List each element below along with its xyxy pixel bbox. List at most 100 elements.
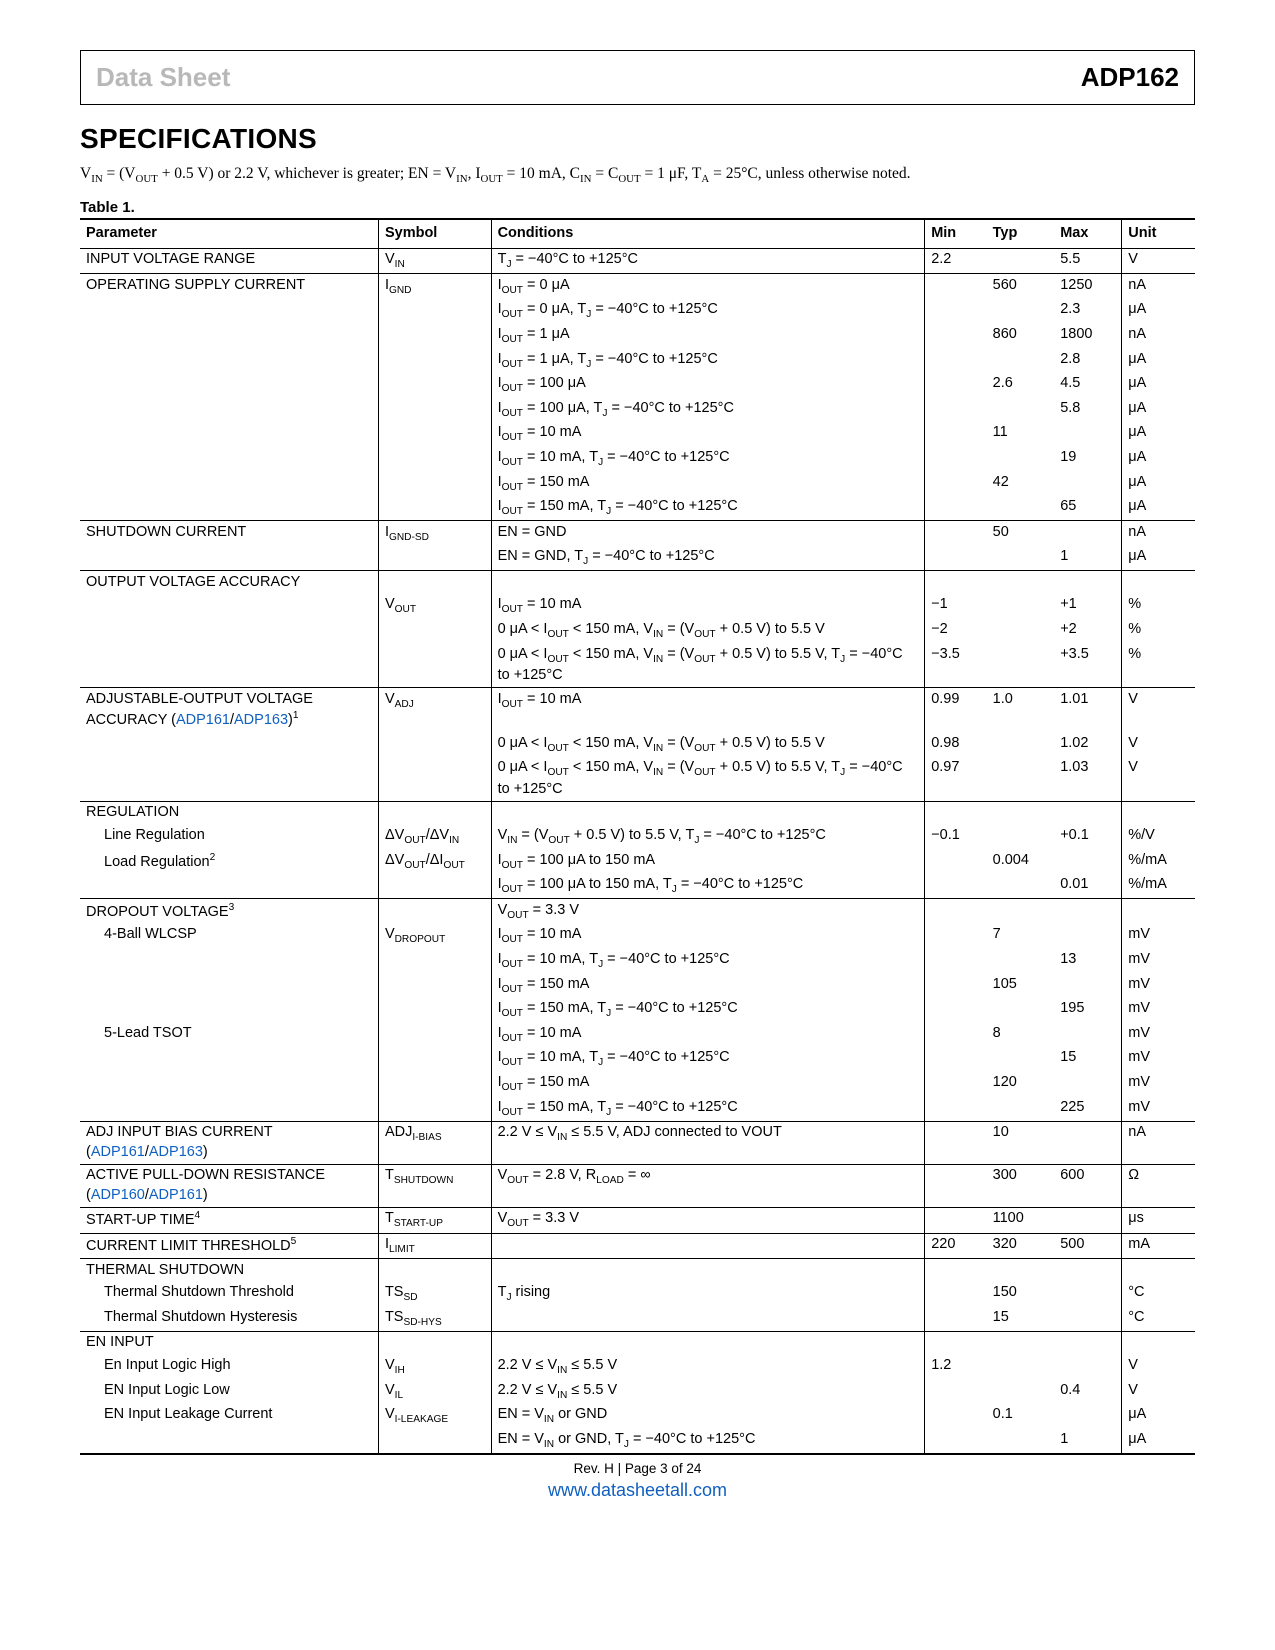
cell-max: 225 (1054, 1096, 1122, 1121)
table-row: 0 μA < IOUT < 150 mA, VIN = (VOUT + 0.5 … (80, 757, 1195, 802)
cell-min (925, 899, 987, 924)
cell-unit: μA (1122, 446, 1195, 471)
cell-max (1054, 1207, 1122, 1233)
cell-unit: Ω (1122, 1164, 1195, 1207)
cell-conditions (491, 1259, 925, 1282)
table-row: EN INPUT (80, 1331, 1195, 1354)
cell-typ: 42 (987, 471, 1055, 496)
cell-unit (1122, 801, 1195, 824)
cell-typ: 320 (987, 1233, 1055, 1259)
cell-min (925, 521, 987, 546)
cell-max: +3.5 (1054, 643, 1122, 688)
cell-max (1054, 849, 1122, 874)
cell-max (1054, 1306, 1122, 1331)
cell-conditions: IOUT = 1 μA (491, 323, 925, 348)
cell-unit: % (1122, 643, 1195, 688)
footer-revision: Rev. H | Page 3 of 24 (80, 1461, 1195, 1476)
cell-parameter (80, 732, 378, 757)
cell-unit: V (1122, 1354, 1195, 1379)
cell-symbol: VADJ (378, 688, 491, 732)
cell-conditions: 2.2 V ≤ VIN ≤ 5.5 V (491, 1354, 925, 1379)
cell-unit: %/mA (1122, 874, 1195, 899)
table-row: ADJUSTABLE-OUTPUT VOLTAGE ACCURACY (ADP1… (80, 688, 1195, 732)
cell-symbol: IGND-SD (378, 521, 491, 546)
cell-unit: mV (1122, 1047, 1195, 1072)
cell-max: 195 (1054, 998, 1122, 1023)
table-row: REGULATION (80, 801, 1195, 824)
cell-typ: 50 (987, 521, 1055, 546)
cell-max: 13 (1054, 949, 1122, 974)
cell-conditions: IOUT = 10 mA, TJ = −40°C to +125°C (491, 446, 925, 471)
cell-parameter (80, 348, 378, 373)
cell-parameter: 4-Ball WLCSP (80, 924, 378, 949)
cell-min (925, 998, 987, 1023)
col-max: Max (1054, 219, 1122, 248)
cell-symbol (378, 299, 491, 324)
cell-parameter: ACTIVE PULL-DOWN RESISTANCE (ADP160/ADP1… (80, 1164, 378, 1207)
cell-symbol (378, 446, 491, 471)
footer-url[interactable]: www.datasheetall.com (80, 1480, 1195, 1501)
cell-symbol (378, 801, 491, 824)
cell-symbol: VIL (378, 1379, 491, 1404)
cell-unit: μA (1122, 1404, 1195, 1429)
cell-max (1054, 422, 1122, 447)
cell-unit: nA (1122, 323, 1195, 348)
cell-unit: μA (1122, 496, 1195, 521)
cell-max (1054, 521, 1122, 546)
cell-min (925, 1096, 987, 1121)
cell-symbol: IGND (378, 274, 491, 299)
cell-min: 2.2 (925, 248, 987, 274)
cell-unit: mV (1122, 1022, 1195, 1047)
cell-max: 1 (1054, 546, 1122, 571)
cell-max (1054, 471, 1122, 496)
cell-typ: 1100 (987, 1207, 1055, 1233)
cell-min: −3.5 (925, 643, 987, 688)
cell-unit: %/V (1122, 825, 1195, 850)
cell-min: 0.97 (925, 757, 987, 802)
cell-symbol: VIN (378, 248, 491, 274)
cell-unit: °C (1122, 1306, 1195, 1331)
col-conditions: Conditions (491, 219, 925, 248)
cell-parameter: 5-Lead TSOT (80, 1022, 378, 1047)
cell-unit: V (1122, 1379, 1195, 1404)
cell-unit: mV (1122, 949, 1195, 974)
cell-typ (987, 801, 1055, 824)
cell-conditions: EN = VIN or GND, TJ = −40°C to +125°C (491, 1428, 925, 1454)
cell-min (925, 949, 987, 974)
table-row: Thermal Shutdown HysteresisTSSD-HYS15°C (80, 1306, 1195, 1331)
cell-unit: mA (1122, 1233, 1195, 1259)
cell-parameter: START-UP TIME4 (80, 1207, 378, 1233)
cell-min (925, 471, 987, 496)
cell-max: 2.3 (1054, 299, 1122, 324)
table-row: IOUT = 10 mA, TJ = −40°C to +125°C19μA (80, 446, 1195, 471)
cell-conditions: IOUT = 10 mA (491, 1022, 925, 1047)
cell-parameter: ADJ INPUT BIAS CURRENT (ADP161/ADP163) (80, 1121, 378, 1164)
cell-max: 1250 (1054, 274, 1122, 299)
cell-parameter (80, 422, 378, 447)
cell-min (925, 348, 987, 373)
cell-max: 1.02 (1054, 732, 1122, 757)
cell-parameter: ADJUSTABLE-OUTPUT VOLTAGE ACCURACY (ADP1… (80, 688, 378, 732)
cell-unit: μA (1122, 299, 1195, 324)
cell-min (925, 1282, 987, 1307)
cell-max (1054, 973, 1122, 998)
cell-symbol: ΔVOUT/ΔVIN (378, 825, 491, 850)
header-left: Data Sheet (96, 62, 230, 93)
cell-min: 0.98 (925, 732, 987, 757)
cell-unit: μA (1122, 471, 1195, 496)
cell-min (925, 446, 987, 471)
cell-max (1054, 801, 1122, 824)
table-row: EN = GND, TJ = −40°C to +125°C1μA (80, 546, 1195, 571)
cell-symbol (378, 732, 491, 757)
cell-symbol (378, 643, 491, 688)
cell-max: 1800 (1054, 323, 1122, 348)
table-row: IOUT = 10 mA11μA (80, 422, 1195, 447)
cell-symbol (378, 1096, 491, 1121)
cell-parameter (80, 949, 378, 974)
cell-unit: μA (1122, 422, 1195, 447)
cell-typ: 15 (987, 1306, 1055, 1331)
cell-typ (987, 1331, 1055, 1354)
cell-max (1054, 1354, 1122, 1379)
cell-min (925, 397, 987, 422)
cell-symbol (378, 571, 491, 594)
